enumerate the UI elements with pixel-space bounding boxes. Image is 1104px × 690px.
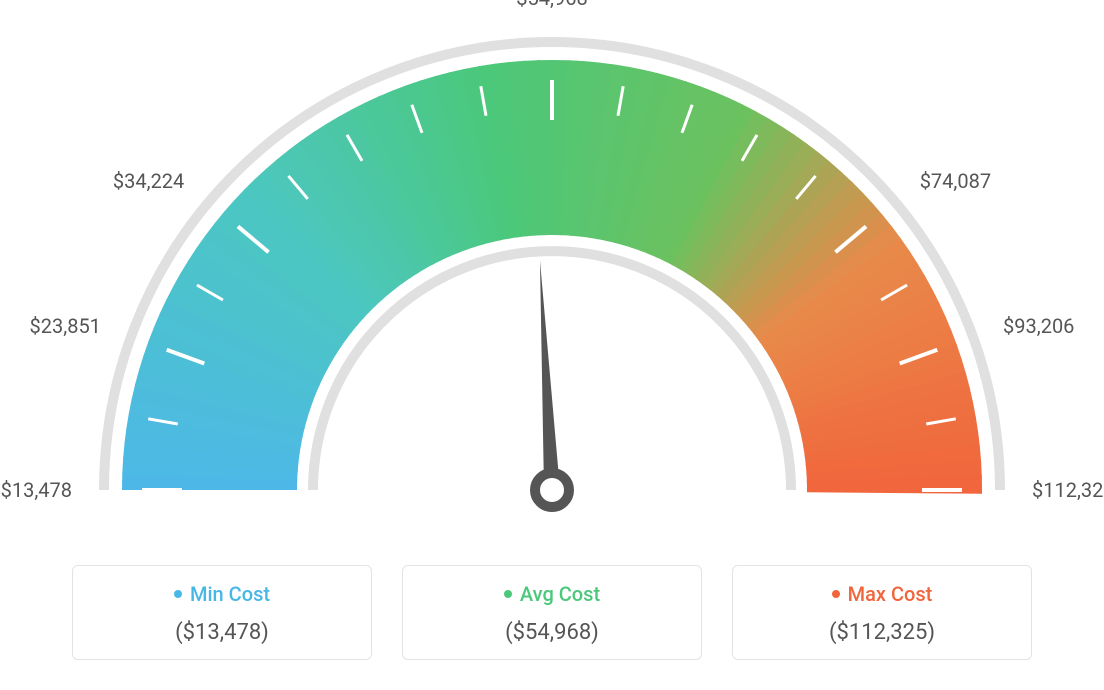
cost-gauge-chart: $13,478 $23,851 $34,224 $54,968 $74,087 $93,2… [0,0,1104,690]
gauge-svg [0,0,1104,540]
legend-card-avg: Avg Cost ($54,968) [402,565,702,660]
dot-icon [174,590,182,598]
legend-row: Min Cost ($13,478) Avg Cost ($54,968) Ma… [0,565,1104,660]
gauge-tick-label: $54,968 [516,0,587,10]
gauge-area: $13,478 $23,851 $34,224 $54,968 $74,087 $93,2… [0,0,1104,540]
dot-icon [504,590,512,598]
legend-title-text: Max Cost [848,582,933,606]
gauge-tick-label: $13,478 [1,478,72,502]
legend-title-max: Max Cost [832,582,933,606]
dot-icon [832,590,840,598]
legend-value-max: ($112,325) [743,620,1021,645]
legend-title-avg: Avg Cost [504,582,600,606]
legend-title-min: Min Cost [174,582,270,606]
gauge-tick-label: $112,325 [1032,478,1104,502]
legend-card-min: Min Cost ($13,478) [72,565,372,660]
legend-card-max: Max Cost ($112,325) [732,565,1032,660]
gauge-tick-label: $34,224 [113,169,184,193]
gauge-tick-label: $93,206 [1003,314,1074,338]
gauge-tick-label: $23,851 [30,314,101,338]
legend-value-min: ($13,478) [83,620,361,645]
legend-value-avg: ($54,968) [413,620,691,645]
legend-title-text: Avg Cost [520,582,600,606]
legend-title-text: Min Cost [190,582,270,606]
gauge-tick-label: $74,087 [920,169,991,193]
